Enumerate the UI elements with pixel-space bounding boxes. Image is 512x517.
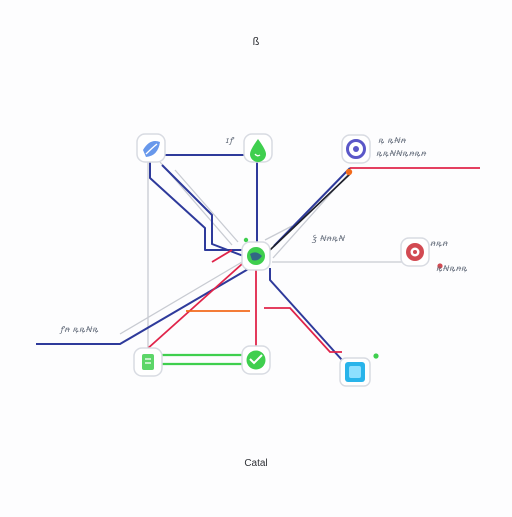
leaf-icon[interactable] [136,133,166,163]
gray-lines [119,160,422,350]
label-top-right: ꝶ ꝶꞤꞥ [378,136,406,145]
green-dot-b [243,237,249,243]
red-line-d [264,307,342,353]
label-top-right-2: ꝶꝶꞤꞤꝶꞥꝶꞥ [376,149,427,158]
green-dot-a [373,353,379,359]
label-right-node-b: ꝶꞤꝶꞥꝶ [436,264,468,273]
heart-icon[interactable] [241,345,271,375]
gray-line-d [119,261,243,335]
label-right-node-a: ꞥꝶꞥ [430,239,448,248]
navy-line-e [36,267,251,345]
doc-icon[interactable] [133,347,163,377]
dark-line [269,173,351,251]
globe-icon[interactable] [241,241,271,271]
orange-dot [345,168,353,176]
red-line-b [145,263,243,351]
diagram-title: ß [252,36,260,48]
navy-line-a [149,160,246,251]
navy-line-f [273,167,351,247]
label-top-center: ɪꝭ [226,136,234,145]
red-lines [145,167,480,353]
target-icon[interactable] [400,237,430,267]
gray-line-g [264,225,293,241]
red-line-e [211,249,233,263]
pin-icon[interactable] [341,134,371,164]
drop-icon[interactable] [243,133,273,163]
red-dot [437,263,443,269]
gray-line-b [174,169,239,243]
label-left-line: ꝭꞥ ꝶꝶꞤꝶ [60,325,99,334]
green-lines [160,353,246,366]
diagram-caption: Catal [244,458,268,469]
navy-line-b [162,154,258,243]
square-icon[interactable] [339,357,371,387]
navy-line-d [269,268,343,361]
label-center-right: Ꝣ ꞤꞥꝶꞤ [312,234,345,243]
navy-line-c [161,164,247,258]
